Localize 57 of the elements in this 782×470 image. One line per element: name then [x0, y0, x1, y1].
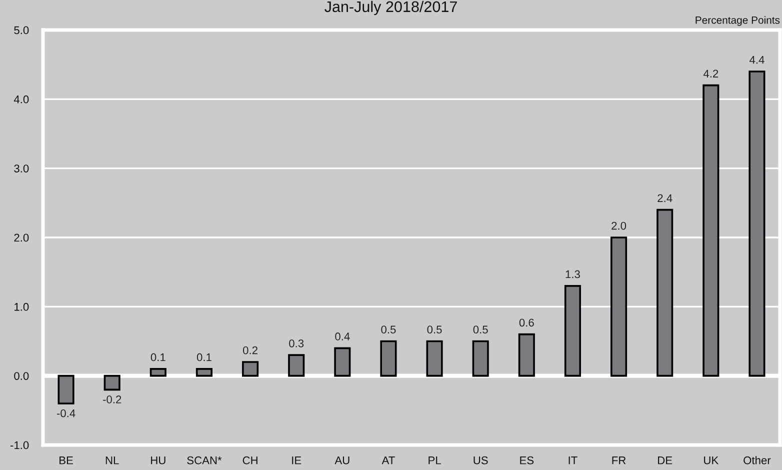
- y-tick-label: 0.0: [14, 372, 29, 380]
- x-tick-label: DE: [658, 456, 672, 464]
- data-label: 2.0: [612, 222, 626, 230]
- bar: [748, 70, 766, 377]
- bar: [564, 285, 581, 377]
- x-tick-label: AT: [382, 456, 395, 464]
- chart-title: Jan-July 2018/2017: [324, 0, 457, 16]
- bar: [242, 361, 259, 377]
- data-label: 0.1: [196, 353, 212, 362]
- x-tick-label: HU: [151, 456, 166, 464]
- data-label: 0.2: [242, 346, 258, 354]
- bar: [472, 340, 489, 377]
- bar: [426, 340, 443, 377]
- data-label: 2.4: [658, 194, 672, 202]
- bar: [610, 236, 628, 377]
- x-tick-label: US: [474, 456, 488, 464]
- data-label: 1.3: [566, 270, 580, 278]
- y-tick-label: 4.0: [14, 95, 29, 104]
- bar: [196, 368, 212, 377]
- text: Percentage Points: [696, 16, 780, 26]
- data-label: -0.2: [103, 396, 122, 404]
- x-tick-label: IE: [292, 456, 302, 464]
- bar: [150, 368, 166, 377]
- data-label: 0.1: [150, 353, 166, 362]
- y-tick-label: 5.0: [14, 26, 29, 34]
- x-tick-label: NL: [106, 456, 119, 464]
- data-label: -0.4: [56, 409, 76, 418]
- y-tick-label: -1.0: [10, 441, 29, 450]
- data-label: 0.5: [381, 326, 396, 334]
- x-tick-label: UK: [704, 456, 718, 464]
- bar: [334, 347, 351, 377]
- y-tick-label: 2.0: [14, 234, 29, 242]
- x-tick-label: AU: [334, 456, 350, 464]
- bar: [380, 340, 397, 377]
- data-label: 0.5: [427, 326, 442, 334]
- x-tick-label: SCAN*: [187, 456, 222, 464]
- bar: [58, 374, 74, 404]
- data-label: 0.3: [289, 339, 304, 348]
- data-label: 0.5: [473, 326, 488, 334]
- x-tick-label: FR: [612, 456, 626, 464]
- data-label: 0.6: [519, 318, 534, 327]
- bar: [104, 374, 120, 391]
- x-tick-label: IT: [568, 456, 578, 464]
- data-label: 4.2: [703, 70, 718, 78]
- x-tick-label: BE: [60, 456, 73, 464]
- bar: [518, 333, 535, 377]
- x-tick-label: ES: [520, 456, 534, 464]
- x-tick-label: Other: [744, 456, 771, 464]
- y-tick-label: 3.0: [14, 164, 29, 172]
- x-tick-label: CH: [242, 456, 258, 464]
- bar: [702, 84, 720, 377]
- data-label: 4.4: [750, 56, 764, 64]
- bar: [656, 208, 674, 377]
- y-tick-label: 1.0: [14, 302, 29, 311]
- data-label: 0.4: [335, 332, 350, 340]
- bar: [288, 354, 305, 377]
- x-tick-label: PL: [428, 456, 441, 464]
